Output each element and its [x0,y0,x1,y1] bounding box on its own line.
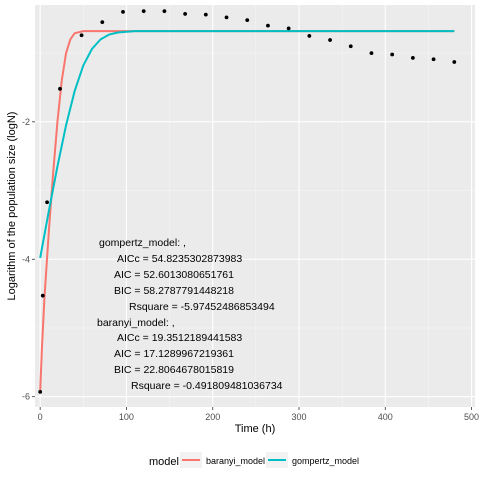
observed-point [142,9,146,13]
annotation-line: AICc = 54.8235302873983 [117,253,242,265]
annotation-line: BIC = 58.2787791448218 [114,285,234,297]
x-tick-label: 300 [291,412,306,422]
x-tick-label: 200 [205,412,220,422]
observed-point [349,44,353,48]
observed-point [245,18,249,22]
legend-label: gompertz_model [292,456,359,466]
observed-point [58,87,62,91]
observed-point [411,56,415,60]
annotation-line: baranyi_model: , [97,317,175,329]
observed-point [45,200,49,204]
plot-panel [35,5,475,407]
y-tick-label: -2 [22,117,30,127]
annotation-line: BIC = 22.8064678015819 [114,364,234,376]
y-axis-title: Logarithm of the population size (logN) [6,112,18,301]
observed-point [100,20,104,24]
observed-point [266,24,270,28]
x-tick-label: 400 [378,412,393,422]
observed-point [163,9,167,13]
observed-point [370,51,374,55]
annotation-line: AICc = 19.3512189441583 [117,332,242,344]
x-axis-title: Time (h) [235,423,276,435]
observed-point [287,26,291,30]
observed-point [328,38,332,42]
annotation-line: gompertz_model: , [99,237,186,249]
observed-point [452,60,456,64]
x-tick-label: 500 [464,412,479,422]
y-tick-label: -6 [22,392,30,402]
y-tick-label: -4 [22,254,30,264]
annotation-line: Rsquare = -0.491809481036734 [131,380,283,392]
annotation-line: AIC = 52.6013080651761 [114,269,234,281]
x-tick-label: 0 [38,412,43,422]
observed-point [80,33,84,37]
annotation-line: AIC = 17.1289967219361 [114,348,234,360]
observed-point [38,390,42,394]
annotation-line: Rsquare = -5.97452486853494 [129,301,275,313]
observed-point [432,57,436,61]
observed-point [225,15,229,19]
observed-point [183,12,187,16]
legend-title: model [149,456,179,468]
legend-label: baranyi_model [206,456,265,466]
legend: model baranyi_model gompertz_model [149,452,359,468]
observed-point [41,294,45,298]
observed-point [307,34,311,38]
observed-point [390,53,394,57]
observed-point [121,10,125,14]
observed-point [204,13,208,17]
x-tick-label: 100 [119,412,134,422]
